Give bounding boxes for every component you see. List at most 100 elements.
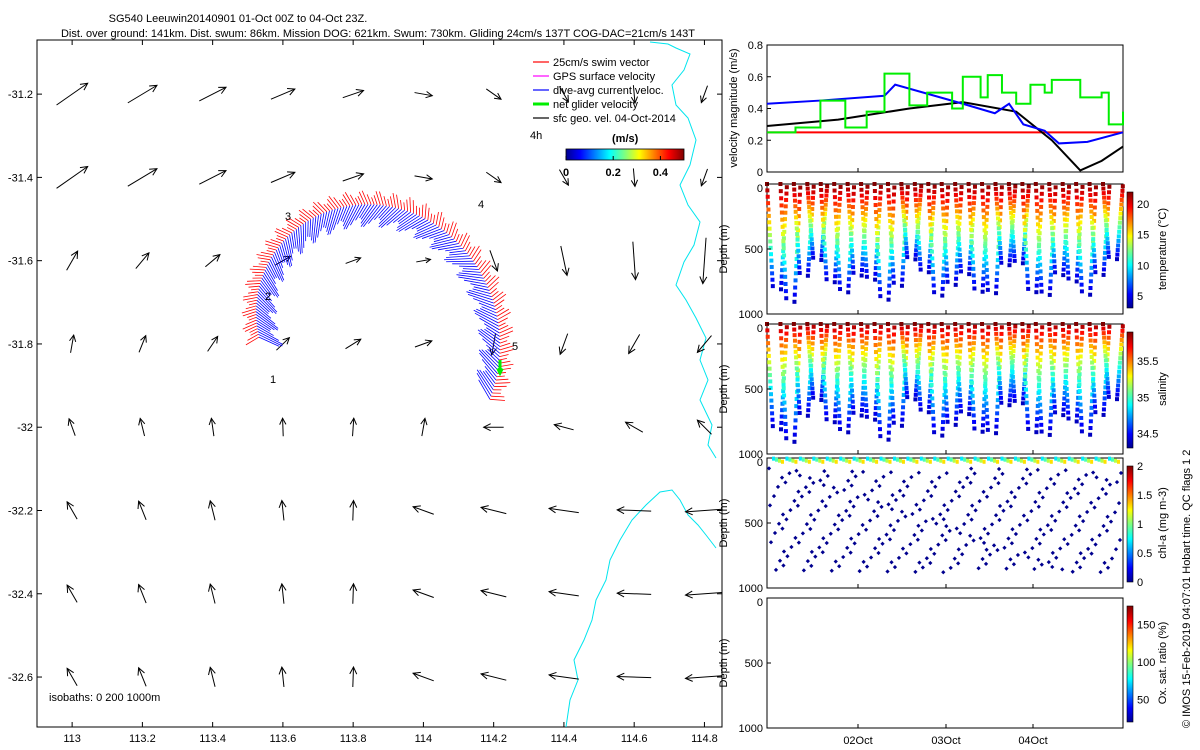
profile-point — [1062, 211, 1067, 216]
profile-point — [949, 457, 953, 462]
profile-point — [953, 322, 958, 326]
dac-vector — [485, 370, 496, 384]
profile-point — [905, 331, 910, 336]
profile-point — [1029, 509, 1034, 514]
profile-point — [1074, 560, 1079, 565]
profile-point — [865, 190, 870, 195]
profile-point — [1068, 495, 1073, 501]
profile-point — [906, 456, 910, 461]
time-axis-ticks: 02Oct 03Oct 04Oct — [843, 168, 1048, 747]
geo-velocity-arrow — [278, 499, 287, 521]
profile-point — [842, 487, 847, 493]
time-step-label: 4h — [530, 130, 542, 142]
profile-point — [1104, 367, 1109, 372]
oxygen-axes-frame — [766, 597, 1124, 729]
profile-point — [818, 478, 823, 483]
profile-point — [797, 346, 802, 351]
profile-point — [1062, 357, 1067, 362]
legend-label: 25cm/s swim vector — [553, 57, 650, 69]
profile-point — [782, 393, 787, 398]
profile-point — [1049, 406, 1054, 411]
profile-point — [956, 367, 961, 372]
profile-point — [1023, 381, 1028, 386]
profile-point — [794, 220, 799, 225]
profile-point — [890, 396, 895, 401]
profile-point — [1050, 385, 1055, 390]
profile-point — [930, 216, 935, 221]
profile-point — [962, 521, 967, 527]
profile-point — [810, 207, 815, 212]
swim-vector — [480, 260, 491, 273]
profile-point — [956, 231, 961, 236]
profile-point — [1020, 401, 1025, 406]
profile-point — [927, 404, 932, 409]
profile-point — [779, 280, 784, 285]
profile-point — [1103, 349, 1108, 354]
profile-point — [1057, 509, 1062, 514]
colorbar-tick-label: 20 — [1137, 199, 1149, 211]
profile-point — [797, 332, 802, 337]
profile-point — [794, 459, 798, 464]
profile-point — [1001, 508, 1006, 513]
profile-point — [966, 322, 971, 326]
profile-point — [824, 198, 829, 203]
dac-vector — [479, 317, 500, 330]
dac-vector — [414, 224, 437, 235]
profile-point — [904, 349, 909, 354]
profile-point — [916, 470, 921, 475]
profile-point — [805, 182, 810, 186]
profile-point — [796, 214, 801, 219]
profile-point — [972, 426, 977, 431]
profile-point — [980, 429, 985, 434]
profile-point — [994, 424, 999, 429]
geo-velocity-arrow — [684, 673, 722, 682]
profile-point — [1035, 417, 1040, 422]
profile-point — [905, 395, 910, 400]
profile-point — [822, 221, 827, 226]
profile-point — [1104, 234, 1109, 239]
profile-point — [889, 560, 894, 565]
profile-point — [944, 470, 949, 476]
dac-vector — [478, 349, 499, 371]
profile-point — [877, 420, 882, 425]
profile-point — [861, 251, 866, 256]
profile-point — [851, 331, 856, 336]
map-panel: 113 113.2 113.4 113.6 113.8 114 114.2 114.4 114.… — [8, 39, 723, 745]
profile-point — [942, 459, 946, 464]
time-tick-label: 02Oct — [843, 735, 872, 747]
velocity-series-line — [766, 83, 1124, 145]
swim-vector — [373, 195, 378, 205]
profile-point — [825, 456, 829, 461]
dac-vector — [332, 207, 342, 231]
profile-point — [1049, 215, 1054, 220]
profile-point — [1008, 393, 1013, 398]
profile-point — [767, 220, 772, 225]
dac-vector — [298, 227, 301, 255]
profile-point — [917, 396, 922, 401]
swim-vector — [495, 305, 503, 310]
profile-point — [954, 526, 959, 531]
profile-point — [918, 328, 923, 333]
profile-point — [862, 374, 867, 379]
dac-vector — [484, 323, 500, 334]
map-xtick-label: 113.4 — [199, 733, 226, 745]
dac-vector — [323, 211, 328, 228]
profile-point — [1047, 193, 1052, 198]
profile-point — [892, 325, 897, 330]
profile-point — [971, 406, 976, 411]
profile-point — [824, 193, 829, 198]
profile-point — [966, 512, 971, 517]
profile-point — [1062, 217, 1067, 222]
profile-point — [1006, 458, 1010, 463]
profile-point — [1107, 324, 1112, 329]
dac-vector — [281, 243, 289, 265]
profile-point — [995, 258, 1000, 263]
profile-point — [957, 215, 962, 220]
swim-vector — [498, 317, 508, 324]
profile-point — [927, 264, 932, 269]
profile-point — [903, 227, 908, 232]
profile-point — [850, 259, 855, 264]
profile-point — [1017, 522, 1023, 527]
profile-point — [891, 199, 896, 204]
geo-velocity-arrow — [270, 171, 296, 183]
